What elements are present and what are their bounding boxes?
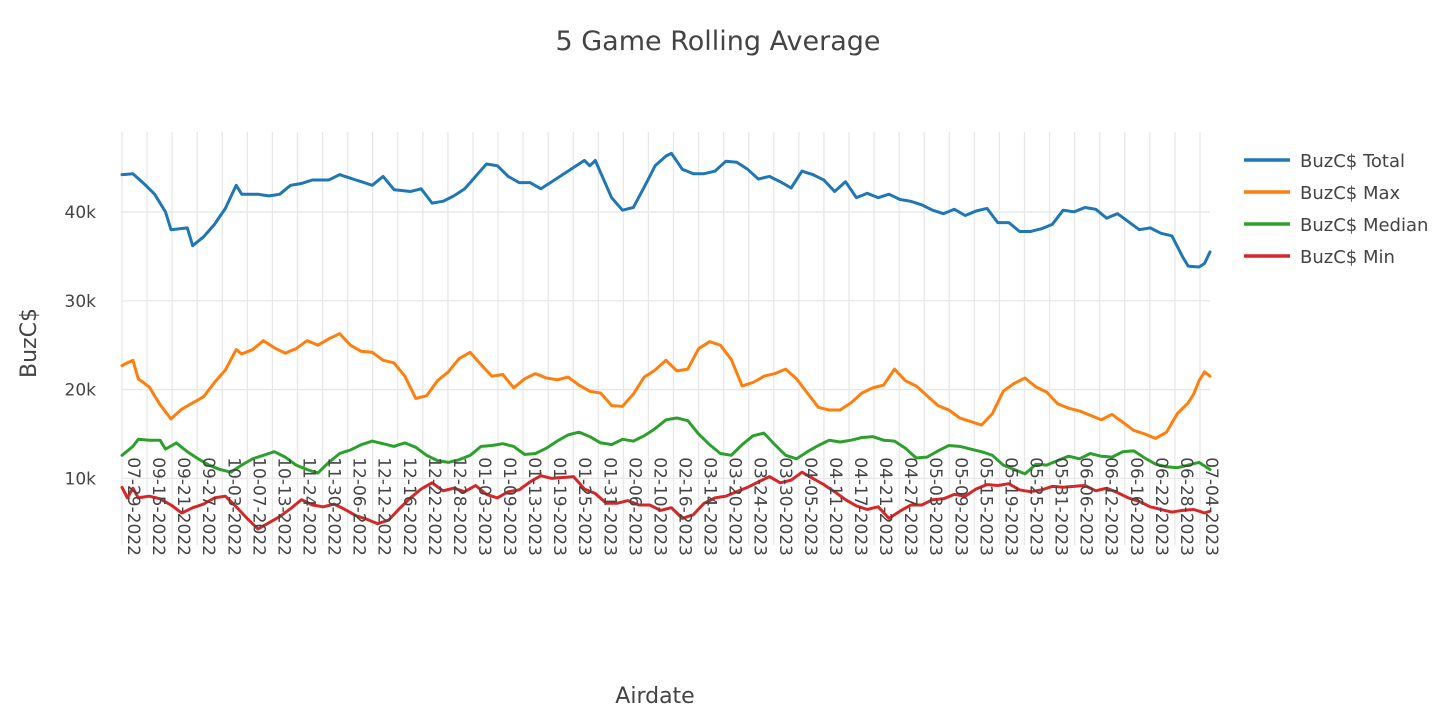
x-tick-label: 07-04-2023 [1201, 457, 1221, 556]
x-tick-label: 12-16-2022 [399, 457, 419, 556]
x-tick-label: 02-06-2023 [624, 457, 644, 556]
x-tick-label: 04-11-2023 [825, 457, 845, 556]
x-tick-label: 05-19-2023 [1000, 457, 1020, 556]
x-tick-label: 09-27-2022 [198, 457, 218, 556]
x-tick-label: 05-31-2023 [1051, 457, 1071, 556]
x-tick-label: 04-05-2023 [800, 457, 820, 556]
x-tick-label: 04-21-2023 [875, 457, 895, 556]
y-tick-label: 40k [65, 203, 97, 223]
x-tick-label: 01-13-2023 [524, 457, 544, 556]
x-tick-label: 01-03-2023 [474, 457, 494, 556]
x-tick-label: 03-14-2023 [700, 457, 720, 556]
x-tick-label: 05-25-2023 [1025, 457, 1045, 556]
y-tick-label: 20k [65, 381, 97, 401]
x-tick-label: 06-12-2023 [1101, 457, 1121, 556]
x-tick-label: 01-09-2023 [499, 457, 519, 556]
legend-item[interactable]: BuzC$ Min [1244, 247, 1395, 268]
x-tick-label: 01-19-2023 [549, 457, 569, 556]
x-tick-label: 02-10-2023 [649, 457, 669, 556]
y-axis-title: BuzC$ [17, 308, 42, 378]
chart-title: 5 Game Rolling Average [555, 26, 880, 57]
legend-label: BuzC$ Max [1300, 183, 1401, 204]
x-tick-label: 10-07-2022 [248, 457, 268, 556]
x-tick-label: 04-17-2023 [850, 457, 870, 556]
legend-item[interactable]: BuzC$ Median [1244, 215, 1428, 236]
x-tick-label: 07-29-2022 [123, 457, 143, 556]
x-tick-label: 12-28-2022 [449, 457, 469, 556]
x-tick-label: 03-24-2023 [750, 457, 770, 556]
y-tick-label: 30k [65, 292, 97, 312]
x-axis-ticks: 07-29-2022 09-15-2022 09-21-2022 09-27-2022… [123, 457, 1221, 556]
series-line-1 [120, 332, 1212, 440]
x-tick-label: 06-16-2023 [1126, 457, 1146, 556]
x-tick-label: 03-30-2023 [775, 457, 795, 556]
x-tick-label: 05-03-2023 [925, 457, 945, 556]
series-line-3 [120, 470, 1212, 531]
x-tick-label: 01-31-2023 [599, 457, 619, 556]
x-tick-label: 03-20-2023 [725, 457, 745, 556]
x-tick-label: 12-06-2022 [349, 457, 369, 556]
series-lines [120, 151, 1212, 531]
y-gridlines [122, 211, 1210, 480]
x-tick-label: 04-27-2023 [900, 457, 920, 556]
legend[interactable]: BuzC$ Total BuzC$ Max BuzC$ Median BuzC$ Mi… [1244, 151, 1428, 268]
y-tick-label: 10k [65, 469, 97, 489]
x-tick-label: 09-15-2022 [148, 457, 168, 556]
legend-label: BuzC$ Min [1300, 247, 1395, 268]
legend-label: BuzC$ Median [1300, 215, 1428, 236]
x-tick-label: 11-24-2022 [298, 457, 318, 556]
x-tick-label: 12-12-2022 [374, 457, 394, 556]
legend-item[interactable]: BuzC$ Total [1244, 151, 1405, 172]
x-tick-label: 01-25-2023 [574, 457, 594, 556]
x-tick-label: 11-30-2022 [324, 457, 344, 556]
y-axis-ticks: 10k 20k 30k 40k [65, 203, 97, 489]
x-tick-label: 02-16-2023 [675, 457, 695, 556]
legend-item[interactable]: BuzC$ Max [1244, 183, 1401, 204]
x-tick-label: 05-15-2023 [975, 457, 995, 556]
x-tick-label: 05-09-2023 [950, 457, 970, 556]
series-line-0 [120, 151, 1212, 269]
x-tick-label: 06-22-2023 [1151, 457, 1171, 556]
series-line-2 [120, 416, 1212, 476]
x-tick-label: 10-13-2022 [273, 457, 293, 556]
x-tick-label: 10-03-2022 [223, 457, 243, 556]
x-tick-label: 06-28-2023 [1176, 457, 1196, 556]
x-axis-title: Airdate [615, 684, 694, 709]
x-gridlines [121, 132, 1201, 545]
x-tick-label: 09-21-2022 [173, 457, 193, 556]
x-tick-label: 06-06-2023 [1076, 457, 1096, 556]
x-tick-label: 12-22-2022 [424, 457, 444, 556]
legend-label: BuzC$ Total [1300, 151, 1405, 172]
